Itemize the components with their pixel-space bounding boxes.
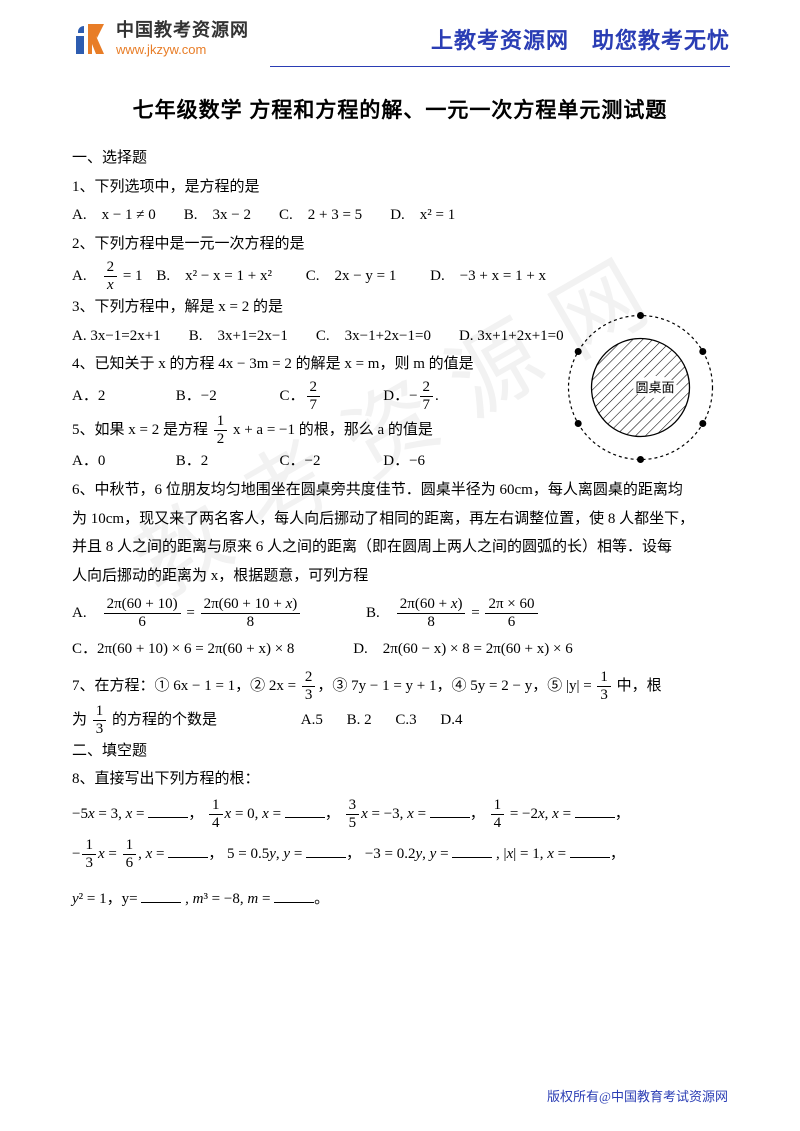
q1-c: C. 2 + 3 = 5 — [279, 202, 362, 230]
q1-a: A. x − 1 ≠ 0 — [72, 202, 156, 230]
content: 七年级数学 方程和方程的解、一元一次方程单元测试题 一、选择题 1、下列选项中，… — [0, 68, 800, 919]
q4-b: B．−2 — [176, 383, 276, 411]
q6-ab: A. 2π(60 + 10)6 = 2π(60 + 10 + x)8 B. 2π… — [72, 597, 728, 630]
q8-line1: −5x = 3, x = ， 14x = 0, x = ， 35x = −3, … — [72, 795, 728, 834]
footer: 版权所有@中国教育考试资源网 — [547, 1086, 728, 1105]
q5-a: A．0 — [72, 448, 172, 476]
q2-a: A. 2x = 1 — [72, 268, 143, 284]
q6-d: D. 2π(60 − x) × 8 = 2π(60 + x) × 6 — [353, 641, 573, 657]
q1-b: B. 3x − 2 — [184, 202, 251, 230]
q3-a: A. 3x−1=2x+1 — [72, 323, 161, 351]
q4-d: D．−27. — [383, 380, 483, 413]
logo-cn-text: 中国教考资源网 — [116, 20, 249, 42]
q6-a: A. 2π(60 + 10)6 = 2π(60 + 10 + x)8 — [72, 605, 302, 621]
q7-d: D.4 — [440, 712, 462, 728]
header-slogan: 上教考资源网 助您教考无忧 — [431, 23, 730, 55]
q8-line2: −13x = 16, x = ， 5 = 0.5y, y = ， −3 = 0.… — [72, 835, 728, 874]
round-table-figure: 圆桌面 — [563, 310, 718, 465]
q8-line3: y² = 1，y= , m³ = −8, m = 。 — [72, 880, 728, 919]
q6-l2: 为 10cm，现又来了两名客人，每人向后挪动了相同的距离，再左右调整位置，使 8… — [72, 506, 728, 534]
logo: 中国教考资源网 www.jkzyw.com — [70, 18, 249, 60]
svg-text:圆桌面: 圆桌面 — [635, 380, 674, 395]
q2-c: C. 2x − y = 1 — [306, 268, 397, 284]
logo-url: www.jkzyw.com — [116, 42, 249, 58]
q3-b: B. 3x+1=2x−1 — [189, 323, 288, 351]
q2-options: A. 2x = 1 B. x² − x = 1 + x² C. 2x − y =… — [72, 260, 728, 293]
page-title: 七年级数学 方程和方程的解、一元一次方程单元测试题 — [72, 92, 728, 131]
logo-icon — [70, 18, 112, 60]
q6-b: B. 2π(60 + x)8 = 2π × 606 — [366, 605, 539, 621]
q2-d: D. −3 + x = 1 + x — [430, 268, 546, 284]
header: 中国教考资源网 www.jkzyw.com 上教考资源网 助您教考无忧 — [0, 0, 800, 66]
q3-c: C. 3x−1+2x−1=0 — [316, 323, 431, 351]
q4-c: C．27 — [280, 380, 380, 413]
q2-b: B. x² − x = 1 + x² — [156, 268, 272, 284]
q5-c: C．−2 — [280, 448, 380, 476]
q7-line2: 为 13 的方程的个数是 A.5 B. 2 C.3 D.4 — [72, 704, 728, 737]
q2: 2、下列方程中是一元一次方程的是 — [72, 231, 728, 259]
q6-l4: 人向后挪动的距离为 x，根据题意，可列方程 — [72, 563, 728, 591]
q5-d: D．−6 — [383, 448, 483, 476]
q1: 1、下列选项中，是方程的是 — [72, 174, 728, 202]
q6-cd: C．2π(60 + 10) × 6 = 2π(60 + x) × 8 D. 2π… — [72, 636, 728, 664]
q1-d: D. x² = 1 — [390, 202, 455, 230]
q7-a: A.5 — [301, 712, 323, 728]
header-underline — [70, 66, 730, 68]
q6-l3: 并且 8 人之间的距离与原来 6 人之间的距离（即在圆周上两人之间的圆弧的长）相… — [72, 534, 728, 562]
q7-line1: 7、在方程：① 6x − 1 = 1，② 2x = 23，③ 7y − 1 = … — [72, 670, 728, 703]
q5-b: B．2 — [176, 448, 276, 476]
section-1-heading: 一、选择题 — [72, 145, 728, 173]
q6-l1: 6、中秋节，6 位朋友均匀地围坐在圆桌旁共度佳节．圆桌半径为 60cm，每人离圆… — [72, 477, 728, 505]
q7-b: B. 2 — [347, 712, 372, 728]
q1-options: A. x − 1 ≠ 0 B. 3x − 2 C. 2 + 3 = 5 D. x… — [72, 202, 728, 230]
q7-c: C.3 — [395, 712, 416, 728]
q8: 8、直接写出下列方程的根： — [72, 766, 728, 794]
q6-c: C．2π(60 + 10) × 6 = 2π(60 + x) × 8 — [72, 641, 294, 657]
q3-d: D. 3x+1+2x+1=0 — [459, 323, 564, 351]
section-2-heading: 二、填空题 — [72, 738, 728, 766]
q4-a: A．2 — [72, 383, 172, 411]
